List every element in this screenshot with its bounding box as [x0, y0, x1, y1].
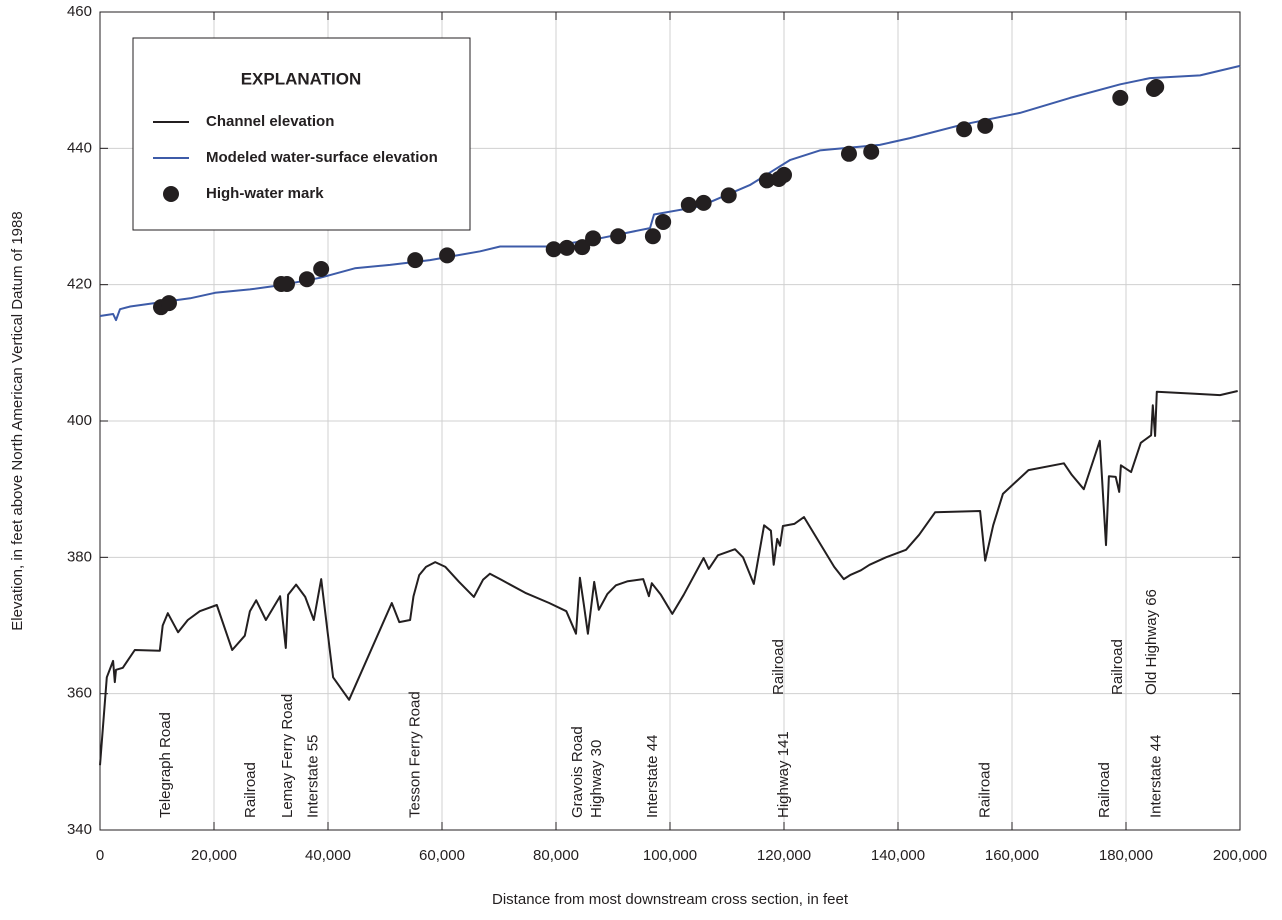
annotation: Old Highway 66	[1143, 589, 1160, 695]
legend-label: Modeled water-surface elevation	[206, 149, 438, 166]
legend-title: EXPLANATION	[241, 69, 362, 88]
x-tick-label: 100,000	[643, 847, 697, 864]
annotation: Railroad	[242, 762, 259, 818]
high-water-mark	[545, 241, 562, 258]
legend-label: Channel elevation	[206, 113, 334, 130]
high-water-mark	[840, 145, 857, 162]
high-water-mark	[776, 166, 792, 183]
high-water-mark	[644, 228, 661, 245]
x-tick-label: 120,000	[757, 847, 811, 864]
x-tick-label: 200,000	[1213, 847, 1267, 864]
high-water-mark	[1112, 89, 1129, 106]
annotation: Highway 141	[775, 731, 792, 818]
annotation: Railroad	[977, 762, 994, 818]
annotation: Railroad	[1109, 639, 1126, 695]
high-water-mark	[298, 271, 315, 288]
legend-marker	[163, 186, 179, 202]
high-water-mark	[278, 275, 295, 292]
high-water-mark	[439, 247, 456, 264]
high-water-mark	[313, 260, 330, 277]
high-water-mark	[610, 228, 627, 245]
y-tick-label: 420	[67, 276, 92, 293]
annotation: Interstate 55	[305, 735, 322, 818]
legend-box	[132, 37, 471, 231]
x-tick-label: 40,000	[305, 847, 351, 864]
annotation: Interstate 44	[644, 735, 661, 818]
x-tick-label: 160,000	[985, 847, 1039, 864]
series-line	[99, 390, 1238, 766]
high-water-mark	[863, 143, 880, 160]
high-water-mark	[1148, 78, 1165, 95]
y-tick-label: 380	[67, 548, 92, 565]
annotation: Gravois Road	[569, 726, 586, 818]
high-water-mark	[758, 172, 775, 189]
x-tick-label: 0	[96, 847, 104, 864]
x-tick-label: 180,000	[1099, 847, 1153, 864]
annotation: Tesson Ferry Road	[407, 691, 424, 818]
x-tick-label: 60,000	[419, 847, 465, 864]
high-water-mark	[574, 239, 591, 256]
legend-label: High-water mark	[206, 185, 324, 202]
y-tick-label: 460	[67, 3, 92, 20]
x-axis-label: Distance from most downstream cross sect…	[492, 891, 849, 908]
y-tick-label: 440	[67, 139, 92, 156]
annotation: Telegraph Road	[157, 712, 174, 818]
plot-frame	[99, 11, 1241, 831]
high-water-mark	[956, 121, 973, 138]
high-water-mark	[695, 194, 712, 211]
y-tick-label: 400	[67, 412, 92, 429]
high-water-mark	[977, 117, 994, 134]
x-tick-label: 20,000	[191, 847, 237, 864]
high-water-mark	[407, 252, 424, 269]
high-water-mark	[585, 230, 602, 247]
annotation: Lemay Ferry Road	[279, 694, 296, 818]
y-axis-label: Elevation, in feet above North American …	[9, 211, 26, 630]
high-water-mark	[720, 187, 737, 204]
y-tick-label: 340	[67, 821, 92, 838]
annotation: Railroad	[770, 639, 787, 695]
annotation: Highway 30	[588, 740, 605, 818]
x-tick-label: 80,000	[533, 847, 579, 864]
y-tick-label: 360	[67, 685, 92, 702]
high-water-mark	[680, 196, 697, 213]
annotation: Railroad	[1096, 762, 1113, 818]
x-tick-label: 140,000	[871, 847, 925, 864]
high-water-mark	[558, 239, 575, 256]
annotation: Interstate 44	[1148, 735, 1165, 818]
high-water-mark	[160, 295, 177, 312]
high-water-mark	[655, 213, 672, 230]
